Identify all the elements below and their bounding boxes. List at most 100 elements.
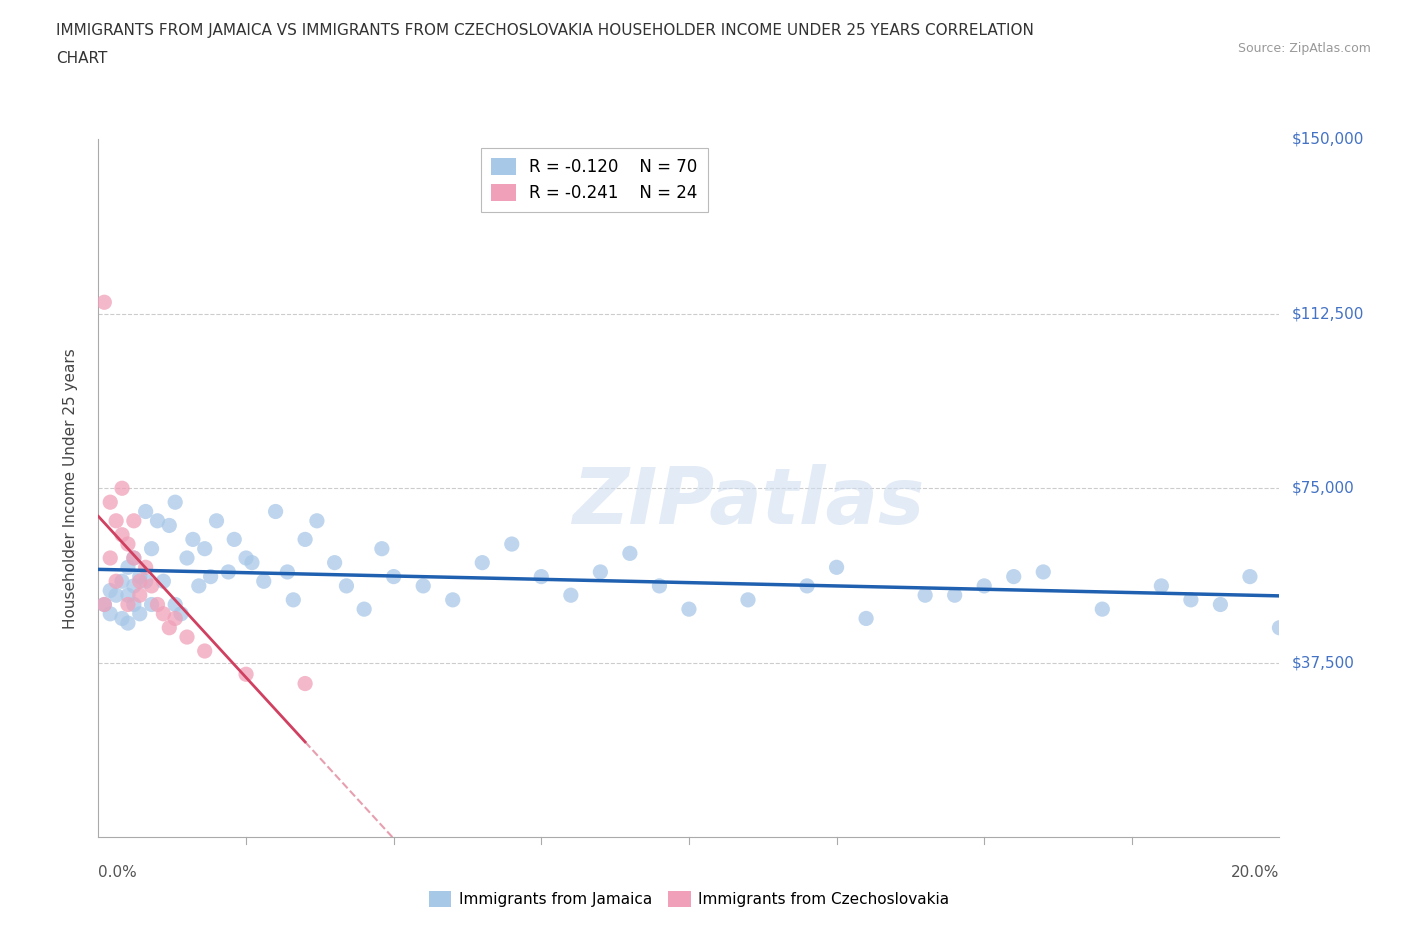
Text: 0.0%: 0.0% <box>98 865 138 880</box>
Point <box>1002 569 1025 584</box>
Point <box>135 504 157 519</box>
Point <box>105 574 128 589</box>
Point <box>141 597 163 612</box>
Point <box>187 578 209 593</box>
Point <box>98 495 121 510</box>
Point <box>165 495 187 510</box>
Point <box>117 597 139 612</box>
Point <box>943 588 966 603</box>
Point <box>855 611 877 626</box>
Point <box>176 551 198 565</box>
Point <box>335 578 357 593</box>
Point <box>825 560 848 575</box>
Point <box>471 555 494 570</box>
Point <box>530 569 553 584</box>
Point <box>1150 578 1173 593</box>
Text: IMMIGRANTS FROM JAMAICA VS IMMIGRANTS FROM CZECHOSLOVAKIA HOUSEHOLDER INCOME UND: IMMIGRANTS FROM JAMAICA VS IMMIGRANTS FR… <box>56 23 1035 38</box>
Point <box>1268 620 1291 635</box>
Text: 20.0%: 20.0% <box>1232 865 1279 880</box>
Point <box>205 513 228 528</box>
Point <box>283 592 305 607</box>
Point <box>157 620 180 635</box>
Point <box>111 527 134 542</box>
Point <box>589 565 612 579</box>
Point <box>122 597 145 612</box>
Point <box>973 578 995 593</box>
Text: ZIPatlas: ZIPatlas <box>572 464 924 540</box>
Point <box>176 630 198 644</box>
Point <box>914 588 936 603</box>
Point <box>93 597 115 612</box>
Text: $37,500: $37,500 <box>1291 655 1354 671</box>
Point <box>412 578 434 593</box>
Point <box>323 555 346 570</box>
Point <box>128 574 150 589</box>
Point <box>235 667 257 682</box>
Point <box>128 569 150 584</box>
Point <box>165 597 187 612</box>
Point <box>200 569 222 584</box>
Point <box>501 537 523 551</box>
Point <box>122 551 145 565</box>
Point <box>93 295 115 310</box>
Point <box>111 481 134 496</box>
Point <box>152 574 174 589</box>
Point <box>105 588 128 603</box>
Point <box>98 606 121 621</box>
Point <box>294 676 316 691</box>
Point <box>371 541 394 556</box>
Point <box>157 518 180 533</box>
Point <box>1180 592 1202 607</box>
Point <box>441 592 464 607</box>
Point <box>117 588 139 603</box>
Point <box>122 578 145 593</box>
Text: $75,000: $75,000 <box>1291 481 1354 496</box>
Point <box>737 592 759 607</box>
Point <box>305 513 328 528</box>
Text: CHART: CHART <box>56 51 108 66</box>
Point <box>294 532 316 547</box>
Point <box>253 574 276 589</box>
Point <box>98 583 121 598</box>
Point <box>111 574 134 589</box>
Point <box>117 616 139 631</box>
Point <box>1091 602 1114 617</box>
Point <box>796 578 818 593</box>
Point <box>105 513 128 528</box>
Point <box>135 574 157 589</box>
Point <box>560 588 582 603</box>
Point <box>141 578 163 593</box>
Point <box>170 606 193 621</box>
Point <box>135 560 157 575</box>
Point <box>1239 569 1261 584</box>
Text: Source: ZipAtlas.com: Source: ZipAtlas.com <box>1237 42 1371 55</box>
Point <box>224 532 246 547</box>
Point <box>194 644 217 658</box>
Point <box>146 513 169 528</box>
Point <box>122 513 145 528</box>
Point <box>128 606 150 621</box>
Text: $150,000: $150,000 <box>1291 132 1364 147</box>
Point <box>1032 565 1054 579</box>
Point <box>152 606 174 621</box>
Point <box>382 569 405 584</box>
Point <box>111 611 134 626</box>
Point <box>217 565 239 579</box>
Point <box>276 565 298 579</box>
Point <box>194 541 217 556</box>
Point <box>93 597 115 612</box>
Point <box>141 541 163 556</box>
Point <box>165 611 187 626</box>
Point <box>122 551 145 565</box>
Point <box>1209 597 1232 612</box>
Text: $112,500: $112,500 <box>1291 306 1364 322</box>
Point <box>181 532 204 547</box>
Point <box>619 546 641 561</box>
Point <box>146 597 169 612</box>
Point <box>353 602 375 617</box>
Point <box>117 560 139 575</box>
Point <box>678 602 700 617</box>
Y-axis label: Householder Income Under 25 years: Householder Income Under 25 years <box>63 348 77 629</box>
Legend: R = -0.120    N = 70, R = -0.241    N = 24: R = -0.120 N = 70, R = -0.241 N = 24 <box>481 148 707 212</box>
Point <box>235 551 257 565</box>
